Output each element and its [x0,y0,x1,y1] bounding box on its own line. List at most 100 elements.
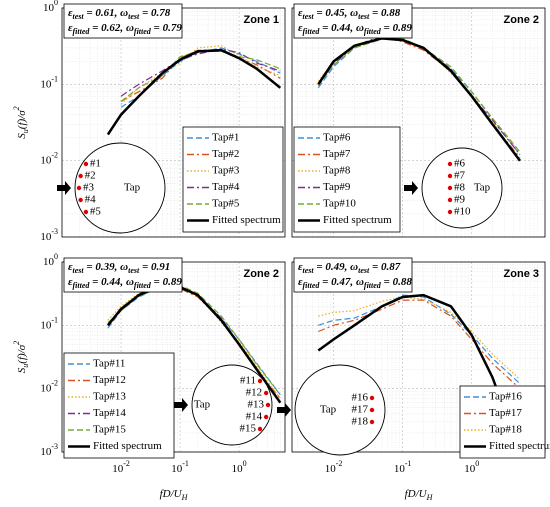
text-part: = 0.89 [381,22,413,34]
tick-base: 10 [43,2,55,14]
text-part: ω [356,276,364,288]
text-part: = 0.44, [319,22,356,34]
inset-circle [191,364,273,446]
tick-exp: -3 [51,227,58,236]
text-part: ε [68,22,73,34]
text-part: test [358,266,370,275]
text-part: fitted [364,27,382,36]
legend-label: Tap#18 [489,424,522,436]
annotation-box [293,257,413,293]
legend-label: Tap#16 [489,391,522,403]
wind-arrow [277,403,291,417]
tick-base: 10 [40,154,52,166]
y-tick-label: 10-3 [40,442,58,457]
text-part: fitted [303,27,321,36]
tick-exp: 0 [54,0,58,7]
y-tick-label: 100 [43,0,58,14]
y-tick-label: 100 [43,252,58,267]
tap-label: #3 [83,182,95,194]
text-part: = 0.47, [319,276,356,288]
tap-dot [257,378,263,384]
series-line [317,37,521,162]
tap-dot [265,402,271,408]
inset-circle [74,142,166,234]
series-line [120,45,281,105]
annotation: εtest = 0.61, ωtest = 0.78 [68,7,171,22]
tick-exp: 0 [54,252,58,261]
series-group [317,35,521,162]
text-part: u [21,129,30,133]
tick-base: 10 [40,319,52,331]
legend-label: Tap#5 [212,198,240,210]
tap-label: #18 [352,416,369,428]
zone-title: Zone 2 [244,268,279,280]
text-part: = 0.45, [314,7,351,19]
tick-base: 10 [394,463,406,475]
text-part: = 0.62, [89,22,126,34]
inset-label: Tap [194,399,211,411]
legend-label: Tap#3 [212,165,240,177]
text-part: (f)/σ [16,110,28,129]
y-tick-label: 10-2 [40,151,58,166]
text-part: ε [68,261,73,273]
x-tick-label: 100 [232,459,247,474]
tap-label: #12 [246,387,263,399]
tick-exp: 0 [475,459,479,468]
tick-exp: -3 [51,442,58,451]
tick-exp: -1 [51,316,58,325]
series-group [106,45,282,136]
legend-box [182,126,284,233]
text-part: = 0.44, [89,276,126,288]
tick-exp: 0 [243,459,247,468]
y-axis-label: Su(f)/σ2 [12,341,30,373]
legend-label: Tap#9 [323,181,351,193]
text-part: ε [298,261,303,273]
tap-label: #1 [90,158,101,170]
y-tick-label: 10-1 [40,316,58,331]
tap-label: #2 [85,170,96,182]
text-part: fitted [73,27,91,36]
legend-label: Tap#12 [93,374,126,386]
legend-label: Tap#10 [323,198,356,210]
text-part: ε [68,276,73,288]
inset-circle [421,147,503,229]
text-part: fitted [364,281,382,290]
x-tick-label: 10-2 [112,459,130,474]
annotation: εtest = 0.45, ωtest = 0.88 [298,7,401,22]
wind-arrow [404,181,418,195]
legend-label: Tap#13 [93,391,126,403]
tap-dot [369,407,375,413]
text-part: H [181,493,189,502]
text-part: fitted [134,281,152,290]
text-part: ω [126,22,134,34]
legend-label: Fitted spectrum [212,214,281,226]
tap-label: #16 [352,392,369,404]
x-axis-label: fD/UH [405,488,434,503]
annotation: εfitted = 0.44, ωfitted = 0.89 [68,276,182,291]
y-tick-label: 10-1 [40,75,58,90]
x-tick-label: 100 [464,459,479,474]
text-part: fitted [134,27,152,36]
tick-base: 10 [325,463,337,475]
tick-exp: -2 [123,459,130,468]
tick-exp: -2 [51,379,58,388]
tap-dot [78,197,83,203]
text-part: test [303,266,315,275]
text-part: = 0.79 [151,22,183,34]
tap-dot [263,414,269,420]
text-part: ε [298,276,303,288]
text-part: = 0.88 [369,7,401,19]
wind-arrow [174,398,188,412]
y-axis-label: Su(f)/σ2 [12,106,30,138]
legend-label: Tap#14 [93,407,126,419]
tap-dot [263,390,269,396]
tap-dot [76,185,82,191]
legend-label: Tap#17 [489,407,522,419]
text-part: fitted [73,281,91,290]
text-part: ω [120,261,128,273]
tap-label: #6 [454,158,466,170]
annotation: εtest = 0.49, ωtest = 0.87 [298,261,401,276]
plot-frame [291,261,546,453]
tick-base: 10 [40,78,52,90]
text-part: test [128,266,140,275]
